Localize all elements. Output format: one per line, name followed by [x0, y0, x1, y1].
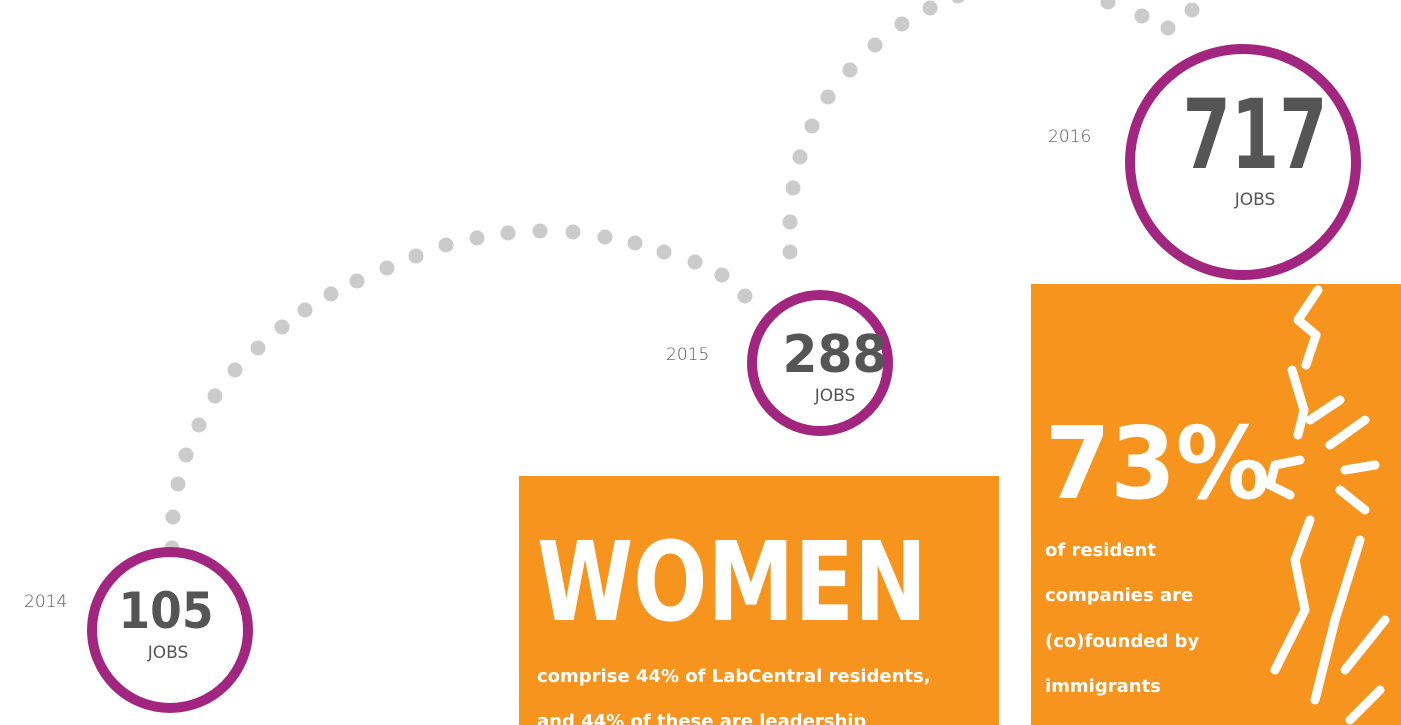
path-dot [379, 260, 395, 276]
card-text: and 44% of these are leadership [537, 711, 866, 725]
path-dot [191, 417, 207, 433]
milestone-circle [87, 547, 253, 713]
path-dot [1100, 0, 1116, 10]
year-label: 2015 [666, 345, 709, 365]
path-dot [785, 180, 801, 196]
job-count: 288 [783, 325, 888, 385]
path-dot [922, 0, 938, 16]
path-dot [867, 37, 883, 53]
year-label: 2016 [1048, 127, 1091, 147]
path-dot [297, 302, 313, 318]
path-dot [274, 319, 290, 335]
path-dot [597, 229, 613, 245]
path-dot [737, 288, 753, 304]
card-text: (co)founded by [1045, 631, 1199, 652]
path-dot [714, 267, 730, 283]
unit-label: JOBS [1234, 190, 1276, 210]
immigrants-card [1031, 284, 1401, 725]
path-dot [565, 224, 581, 240]
milestone-circle [747, 290, 893, 436]
unit-label: JOBS [147, 643, 189, 663]
path-dot [323, 286, 339, 302]
path-dot [1160, 20, 1176, 36]
dotted-path [164, 0, 1200, 556]
job-count: 105 [119, 582, 214, 640]
path-dot [782, 244, 798, 260]
path-dot [250, 340, 266, 356]
path-dot [170, 476, 186, 492]
path-dot [842, 62, 858, 78]
path-dot [1184, 2, 1200, 18]
path-dot [1134, 8, 1150, 24]
card-headline: 73% [1045, 405, 1270, 522]
path-dot [687, 254, 703, 270]
path-dot [165, 509, 181, 525]
path-dot [469, 230, 485, 246]
card-text: immigrants [1045, 676, 1161, 697]
path-dot [207, 388, 223, 404]
card-text: comprise 44% of LabCentral residents, [537, 666, 931, 687]
path-dot [894, 16, 910, 32]
path-dot [951, 0, 965, 4]
path-dot [782, 214, 798, 230]
card-text: companies are [1045, 585, 1193, 606]
path-dot [792, 149, 808, 165]
path-dot [804, 118, 820, 134]
year-label: 2014 [24, 592, 67, 612]
path-dot [820, 89, 836, 105]
milestone-circle [1125, 44, 1361, 280]
path-dot [532, 223, 548, 239]
path-dot [438, 237, 454, 253]
path-dot [500, 225, 516, 241]
path-dot [408, 248, 424, 264]
path-dot [627, 235, 643, 251]
path-dot [656, 244, 672, 260]
card-headline: WOMEN [537, 518, 927, 646]
statue-illustration [1265, 285, 1390, 725]
unit-label: JOBS [814, 386, 856, 406]
path-dot [227, 362, 243, 378]
card-text: of resident [1045, 540, 1156, 561]
job-count: 717 [1183, 79, 1328, 191]
path-dot [178, 447, 194, 463]
women-card [519, 476, 999, 725]
path-dot [349, 273, 365, 289]
